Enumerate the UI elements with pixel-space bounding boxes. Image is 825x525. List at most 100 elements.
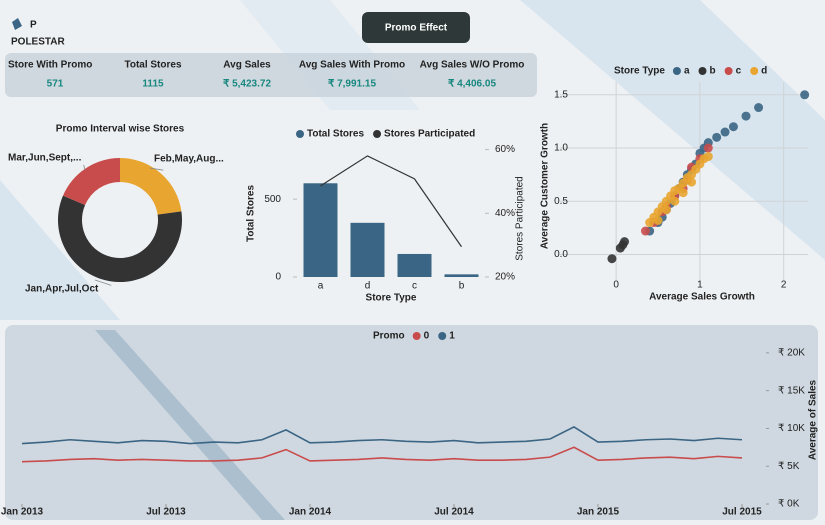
scatter-point [703,152,713,162]
y-tick-label: 1.0 [554,143,568,154]
legend-label: c [736,66,742,77]
scatter-point [720,127,730,137]
y-tick-label: 0 [275,272,281,283]
axis-title: Average Sales Growth [649,292,755,303]
series-line [21,446,743,463]
x-tick-label: Jul 2014 [434,507,474,518]
bar [350,222,385,277]
scatter-point [800,90,810,100]
x-tick-label: 2 [781,280,787,291]
page-title: Promo Effect [385,23,448,34]
kpi-label: Total Stores [124,60,181,71]
axis-title: Stores Participated [515,176,526,261]
x-tick-label: 1 [697,280,703,291]
title-box [362,12,470,43]
x-tick-label: Jan 2015 [577,507,620,518]
scatter-point [653,215,663,225]
x-tick-label: d [365,281,371,292]
y-tick-label: ₹ 10K [778,423,805,434]
legend-label: 1 [449,331,455,342]
kpi-value: 1115 [142,79,164,90]
scatter-point [741,111,751,121]
charts: Promo Interval wise Stores Feb,May,Aug...… [1,66,819,518]
legend-title: Promo [373,331,405,342]
logo-letter: P [30,20,37,31]
scatter-point [607,254,617,264]
logo-text: POLESTAR [11,37,65,48]
axis-title: Store Type [366,293,417,304]
pie-slice [63,158,120,206]
y-tick-label: ₹ 20K [778,347,805,358]
legend-label: Stores Participated [384,129,475,140]
y2-tick-label: 60% [495,144,515,155]
legend-marker [672,67,681,75]
y-tick-label: 0.5 [554,196,568,207]
kpi-group: Store With Promo 571 Total Stores 1115 Avg S… [8,60,524,90]
kpi-value: ₹ 5,423.72 [223,79,272,90]
y-tick-label: 1.5 [554,89,568,100]
y-tick-label: ₹ 5K [778,461,800,472]
scatter-point [670,196,680,206]
slice-label: Feb,May,Aug... [154,154,224,165]
kpi-label: Avg Sales [223,60,271,71]
legend-label: d [761,66,767,77]
y2-tick-label: 40% [495,208,515,219]
chart-title: Promo Interval wise Stores [56,124,185,135]
kpi-label: Store With Promo [8,60,92,71]
logo: P POLESTAR [11,18,65,48]
legend-marker [750,67,759,75]
scatter-point [687,177,697,187]
scatter-point [754,103,764,113]
x-tick-label: Jan 2013 [1,507,44,518]
legend-marker [438,332,447,340]
kpi-panel [5,53,537,97]
x-tick-label: 0 [613,280,619,291]
scatter-point [678,188,688,198]
slice-label: Mar,Jun,Sept,... [8,153,82,164]
legend-label: Total Stores [307,129,364,140]
leader-line [83,164,86,171]
bar [397,253,432,277]
scatter-point [661,205,671,215]
leader-line [149,167,164,171]
scatter-point [712,132,722,142]
x-tick-label: c [412,281,417,292]
axis-title: Total Stores [246,185,257,242]
x-tick-label: Jan 2014 [289,507,332,518]
scatter-point [703,143,713,153]
x-tick-label: Jul 2015 [722,507,762,518]
y-tick-label: ₹ 15K [778,385,805,396]
bar [303,183,338,277]
y-tick-label: ₹ 0K [778,499,800,510]
legend-label: 0 [424,331,430,342]
pie-slice [57,195,182,282]
bg-stripe [520,0,825,260]
legend-marker [373,130,382,138]
kpi-label: Avg Sales With Promo [299,60,405,71]
axis-title: Average of Sales [808,379,819,460]
legend-label: b [710,66,716,77]
y-tick-label: 0.0 [554,249,568,260]
pie-slice [120,158,182,215]
y-tick-label: 500 [264,194,281,205]
legend-marker [412,332,421,340]
legend-marker [724,67,733,75]
legend-title: Store Type [614,66,665,77]
slice-label: Jan,Apr,Jul,Oct [25,284,99,295]
x-tick-label: b [459,281,465,292]
scatter-point [618,240,628,250]
kpi-value: ₹ 4,406.05 [448,79,497,90]
x-tick-label: Jul 2013 [146,507,186,518]
leader-line [94,279,112,286]
series-line [21,425,743,445]
logo-mark [12,18,22,30]
bg-stripe [95,330,285,520]
scatter-point [728,122,738,132]
scatter-point [640,226,650,236]
kpi-value: ₹ 7,991.15 [328,79,377,90]
bar [444,274,479,277]
bg-stripe [0,180,120,320]
legend-marker [698,67,707,75]
